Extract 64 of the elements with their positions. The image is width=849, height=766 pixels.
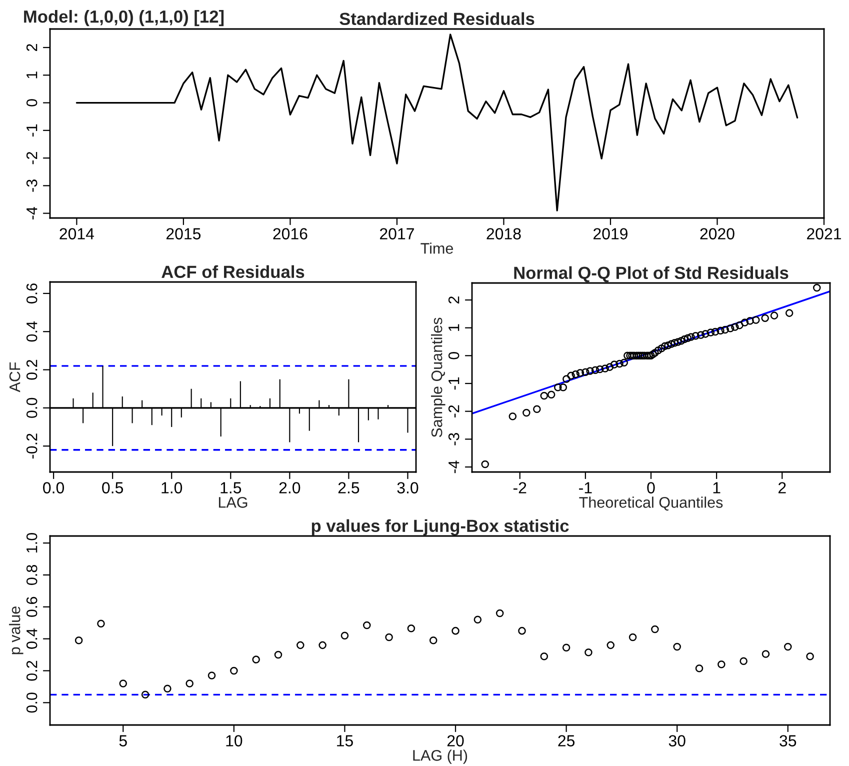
y-tick-label: 1 <box>448 324 460 331</box>
y-tick-label: -4 <box>448 460 460 474</box>
y-tick-label: 0.6 <box>26 283 38 304</box>
y-tick-label: -2 <box>448 405 460 418</box>
x-tick-label: 2017 <box>380 228 414 240</box>
x-tick-label: 2014 <box>60 228 94 240</box>
y-tick-label: 0.6 <box>26 596 38 617</box>
x-tick-label: 2021 <box>807 228 841 240</box>
y-tick-label: -2 <box>26 152 38 164</box>
x-tick-label: 2020 <box>700 228 734 240</box>
y-tick-label: -3 <box>448 433 460 446</box>
x-tick-label: 15 <box>337 735 353 746</box>
x-axis-title: Theoretical Quantiles <box>579 496 723 511</box>
y-tick-label: 2 <box>26 44 38 51</box>
y-tick-label: 0 <box>448 352 460 360</box>
y-tick-label: 1 <box>26 72 38 78</box>
y-tick-label: 0.0 <box>26 398 38 418</box>
x-tick-label: 1.0 <box>162 482 182 494</box>
x-tick-label: 0 <box>647 482 655 494</box>
y-tick-label: -1 <box>448 377 460 390</box>
y-tick-label: 2 <box>448 296 460 304</box>
x-tick-label: 1 <box>713 482 720 494</box>
x-tick-label: 35 <box>780 735 796 746</box>
y-tick-label: -3 <box>26 180 38 192</box>
y-axis-title: ACF <box>9 362 20 392</box>
x-tick-label: -2 <box>513 482 526 494</box>
chart-title: p values for Ljung-Box statistic <box>312 519 569 536</box>
x-tick-label: 25 <box>558 735 575 746</box>
x-tick-label: 5 <box>119 735 127 746</box>
chart-title: ACF of Residuals <box>162 265 304 278</box>
chart-title: Normal Q-Q Plot of Std Residuals <box>514 266 788 282</box>
x-tick-label: -1 <box>579 482 592 494</box>
x-tick-label: 1.5 <box>220 482 242 494</box>
y-axis-title: Sample Quantiles <box>431 318 446 438</box>
x-axis-title: LAG <box>218 497 248 508</box>
x-tick-label: 30 <box>668 735 686 746</box>
y-tick-label: -4 <box>26 206 38 220</box>
y-tick-label: 1.0 <box>26 533 38 552</box>
y-axis-title: p value <box>9 606 24 654</box>
y-tick-label: -0.2 <box>26 434 38 459</box>
chart-title: Standardized Residuals <box>340 12 534 26</box>
x-tick-label: 2015 <box>166 228 201 240</box>
x-axis-title: Time <box>420 242 454 254</box>
y-tick-label: 0 <box>26 99 38 106</box>
x-tick-label: 2.5 <box>338 482 360 494</box>
y-tick-label: 0.4 <box>26 321 38 342</box>
y-tick-label: 0.2 <box>26 660 38 681</box>
x-tick-label: 2.0 <box>279 482 300 494</box>
x-tick-label: 3.0 <box>397 482 418 494</box>
y-tick-label: -1 <box>26 124 38 137</box>
x-tick-label: 2019 <box>594 228 628 240</box>
x-tick-label: 20 <box>447 735 464 746</box>
x-tick-label: 10 <box>226 735 242 746</box>
x-tick-label: 2016 <box>273 228 308 240</box>
y-tick-label: 0.4 <box>26 628 38 649</box>
y-tick-label: 0.2 <box>26 360 38 380</box>
text: Model: (1,0,0) (1,1,0) [12] <box>24 10 224 26</box>
x-tick-label: 0.0 <box>43 482 64 494</box>
x-axis-title: LAG (H) <box>413 750 468 764</box>
x-tick-label: 2 <box>778 482 786 494</box>
x-tick-label: 2018 <box>486 228 521 240</box>
y-tick-label: 0.8 <box>26 564 38 585</box>
x-tick-label: 0.5 <box>102 482 124 494</box>
y-tick-label: 0.0 <box>26 692 38 713</box>
